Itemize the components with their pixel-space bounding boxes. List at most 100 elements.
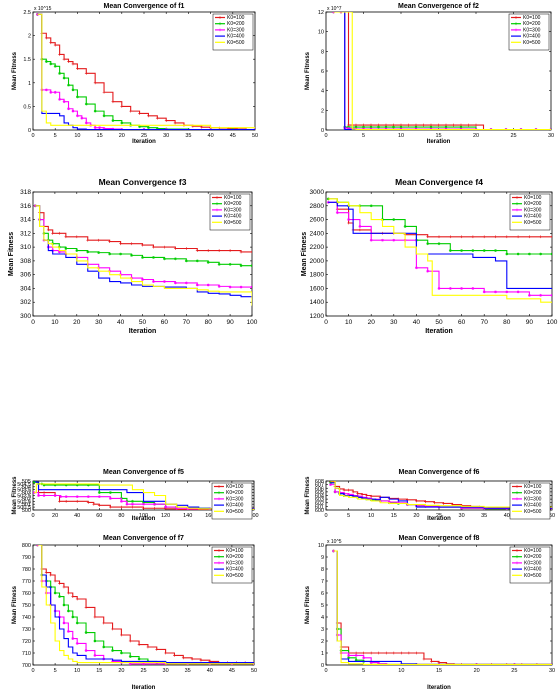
x-tick-label: 160 bbox=[205, 513, 214, 519]
data-point bbox=[358, 225, 362, 228]
data-point bbox=[153, 502, 156, 506]
data-point bbox=[44, 571, 48, 574]
data-point bbox=[71, 62, 75, 66]
data-point bbox=[163, 245, 166, 249]
x-tick-label: 45 bbox=[229, 668, 235, 674]
y-tick-label: 760 bbox=[22, 591, 31, 597]
data-point bbox=[482, 249, 486, 252]
data-point bbox=[175, 506, 179, 510]
data-point bbox=[460, 249, 463, 252]
legend-marker bbox=[515, 202, 519, 206]
chart-title: Mean Convergence f3 bbox=[99, 177, 187, 187]
x-tick-label: 60 bbox=[96, 513, 102, 519]
x-tick-label: 0 bbox=[324, 133, 327, 139]
y-tick-label: 2 bbox=[28, 34, 31, 40]
legend-label: K0=500 bbox=[523, 40, 541, 46]
y-tick-label: 500.5 bbox=[17, 505, 31, 511]
data-point bbox=[86, 495, 90, 499]
legend-box bbox=[509, 546, 551, 584]
x-tick-label: 100 bbox=[547, 319, 558, 326]
legend-label: K0=300 bbox=[224, 207, 242, 213]
legend-marker bbox=[515, 491, 519, 495]
x-tick-label: 0 bbox=[324, 319, 328, 326]
x-tick-label: 70 bbox=[481, 319, 489, 326]
data-point bbox=[84, 102, 88, 106]
y-axis-label: Mean Fitness bbox=[12, 476, 18, 515]
data-point bbox=[58, 71, 62, 75]
x-tick-label: 20 bbox=[119, 133, 125, 139]
x-axis-label: Iteration bbox=[427, 685, 451, 691]
x-tick-label: 30 bbox=[549, 668, 555, 674]
data-point bbox=[358, 228, 362, 232]
data-point bbox=[75, 249, 79, 252]
series-line bbox=[328, 201, 552, 296]
data-point bbox=[250, 250, 252, 254]
data-point bbox=[108, 252, 112, 256]
data-point bbox=[86, 483, 90, 487]
data-point bbox=[437, 123, 440, 127]
x-tick-label: 40 bbox=[504, 513, 510, 519]
y-tick-label: 10 bbox=[318, 30, 324, 36]
legend-box bbox=[211, 482, 253, 520]
data-point bbox=[120, 499, 123, 503]
y-tick-label: 1800 bbox=[310, 272, 325, 279]
x-tick-label: 10 bbox=[398, 668, 404, 674]
data-point bbox=[217, 262, 221, 266]
x-tick-label: 10 bbox=[74, 133, 80, 139]
data-point bbox=[64, 235, 68, 239]
x-tick-label: 35 bbox=[185, 668, 191, 674]
x-tick-label: 15 bbox=[97, 133, 103, 139]
data-point bbox=[137, 643, 141, 646]
data-point bbox=[71, 637, 75, 640]
series-k0-400 bbox=[37, 545, 254, 664]
data-point bbox=[129, 109, 133, 113]
series-line bbox=[35, 205, 252, 299]
data-point bbox=[228, 262, 232, 266]
data-point bbox=[155, 648, 159, 651]
data-point bbox=[424, 504, 427, 508]
data-point bbox=[125, 502, 129, 506]
x-tick-label: 0 bbox=[31, 668, 34, 674]
y-tick-label: 504 bbox=[22, 485, 31, 491]
data-point bbox=[332, 549, 335, 553]
data-point bbox=[494, 235, 497, 239]
data-point bbox=[429, 125, 433, 129]
data-point bbox=[362, 656, 366, 660]
legend-label: K0=200 bbox=[227, 21, 245, 27]
series-line bbox=[34, 481, 254, 510]
legend-label: K0=300 bbox=[524, 207, 542, 213]
data-point bbox=[97, 491, 101, 494]
y-tick-label: 505 bbox=[22, 479, 31, 485]
y-tick-label: 770 bbox=[22, 579, 31, 585]
data-point bbox=[75, 597, 79, 601]
data-point bbox=[516, 235, 520, 239]
y-tick-label: 2400 bbox=[310, 230, 325, 237]
y-tick-label: 0 bbox=[321, 128, 324, 134]
series-k0-500 bbox=[333, 550, 552, 665]
data-point bbox=[111, 660, 114, 663]
data-point bbox=[62, 57, 66, 61]
data-point bbox=[200, 125, 204, 129]
y-tick-label: 502 bbox=[22, 496, 31, 502]
data-point bbox=[164, 119, 168, 122]
data-point bbox=[130, 253, 133, 257]
y-tick-label: 607 bbox=[315, 483, 324, 489]
x-tick-label: 100 bbox=[247, 319, 258, 326]
x-tick-label: 40 bbox=[207, 668, 213, 674]
data-point bbox=[422, 657, 426, 661]
data-point bbox=[184, 247, 188, 250]
data-point bbox=[147, 114, 150, 118]
data-point bbox=[75, 642, 79, 645]
data-point bbox=[505, 235, 509, 239]
y-tick-label: 316 bbox=[20, 203, 31, 210]
y-exponent: x 10^5 bbox=[327, 539, 342, 545]
series-line bbox=[328, 198, 552, 238]
data-point bbox=[93, 126, 97, 130]
